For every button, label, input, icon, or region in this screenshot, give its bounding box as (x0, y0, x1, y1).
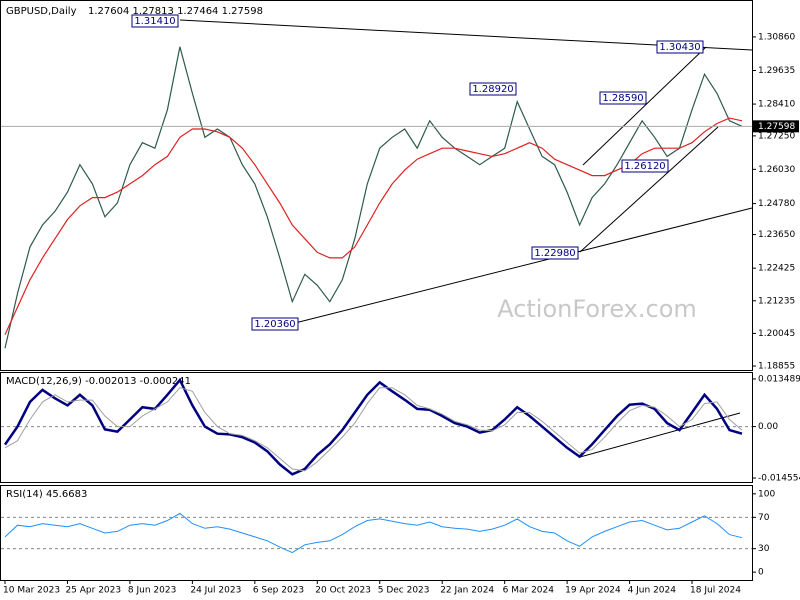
price-label: 1.30430 (659, 42, 700, 53)
y-tick-label: 1.30860 (758, 32, 795, 42)
x-tick-label: 25 Apr 2023 (65, 586, 121, 596)
series-line (4, 512, 743, 554)
series-line (4, 46, 743, 349)
y-tick-label: 30 (758, 544, 770, 554)
x-tick-label: 4 Jun 2024 (628, 586, 677, 596)
x-tick-label: 20 Oct 2023 (315, 586, 371, 596)
channel-line (582, 46, 707, 166)
y-tick-label: 1.23650 (758, 230, 795, 240)
rsi-title: RSI(14) 45.6683 (6, 489, 87, 500)
y-tick-label: 1.26030 (758, 165, 795, 175)
price-label: 1.31410 (134, 16, 175, 27)
price-label-box (131, 14, 179, 28)
macd-title: MACD(12,26,9) -0.002013 -0.000241 (6, 376, 191, 387)
y-tick-label: -0.014554 (758, 474, 800, 484)
price-label-box (599, 91, 647, 105)
y-tick-label: 0.00 (758, 422, 778, 432)
current-price-label: 1.27598 (758, 122, 795, 132)
ohlc: 1.27604 1.27813 1.27464 1.27598 (88, 6, 263, 17)
macd-trendline (579, 412, 741, 458)
x-tick-label: 8 Jun 2023 (128, 586, 176, 596)
y-tick-label: 1.20045 (758, 329, 795, 339)
chart-title: GBPUSD,Daily (6, 6, 77, 17)
price-label-box (531, 246, 579, 260)
x-tick-label: 10 Mar 2023 (3, 586, 60, 596)
x-tick-label: 22 Jan 2024 (440, 586, 494, 596)
price-panel (0, 0, 753, 371)
macd-panel (0, 372, 753, 483)
y-tick-label: 1.18855 (758, 362, 795, 372)
price-label: 1.26120 (624, 161, 665, 172)
price-label: 1.28920 (472, 84, 513, 95)
channel-line (579, 126, 719, 253)
x-tick-label: 5 Dec 2023 (378, 586, 430, 596)
series-line (4, 117, 743, 335)
x-tick-label: 19 Apr 2024 (565, 586, 621, 596)
y-tick-label: 1.22425 (758, 264, 795, 274)
rsi-panel (0, 485, 753, 581)
x-tick-label: 6 Mar 2024 (503, 586, 555, 596)
price-label-box (251, 317, 299, 331)
x-tick-label: 6 Sep 2023 (253, 586, 304, 596)
watermark: ActionForex.com (497, 295, 697, 323)
y-tick-label: 70 (758, 513, 770, 523)
series-line (4, 387, 743, 472)
y-tick-label: 1.27250 (758, 131, 795, 141)
y-tick-label: 1.28410 (758, 100, 795, 110)
price-label: 1.22980 (534, 248, 575, 259)
y-tick-label: 1.24780 (758, 199, 795, 209)
y-tick-label: 1.21235 (758, 296, 795, 306)
y-tick-label: 100 (758, 489, 775, 499)
y-tick-label: 0 (758, 568, 764, 578)
y-tick-label: 1.29635 (758, 66, 795, 76)
y-tick-label: 0.013489 (758, 374, 800, 384)
price-label: 1.20360 (254, 319, 295, 330)
price-label-box (621, 159, 669, 173)
x-tick-label: 18 Jul 2024 (690, 586, 741, 596)
x-tick-label: 24 Jul 2023 (190, 586, 241, 596)
series-line (3, 377, 743, 476)
price-label-box (469, 82, 517, 96)
current-price-box (753, 120, 799, 133)
trendline (294, 207, 753, 324)
price-label-box (656, 40, 704, 54)
price-label: 1.28590 (602, 93, 643, 104)
